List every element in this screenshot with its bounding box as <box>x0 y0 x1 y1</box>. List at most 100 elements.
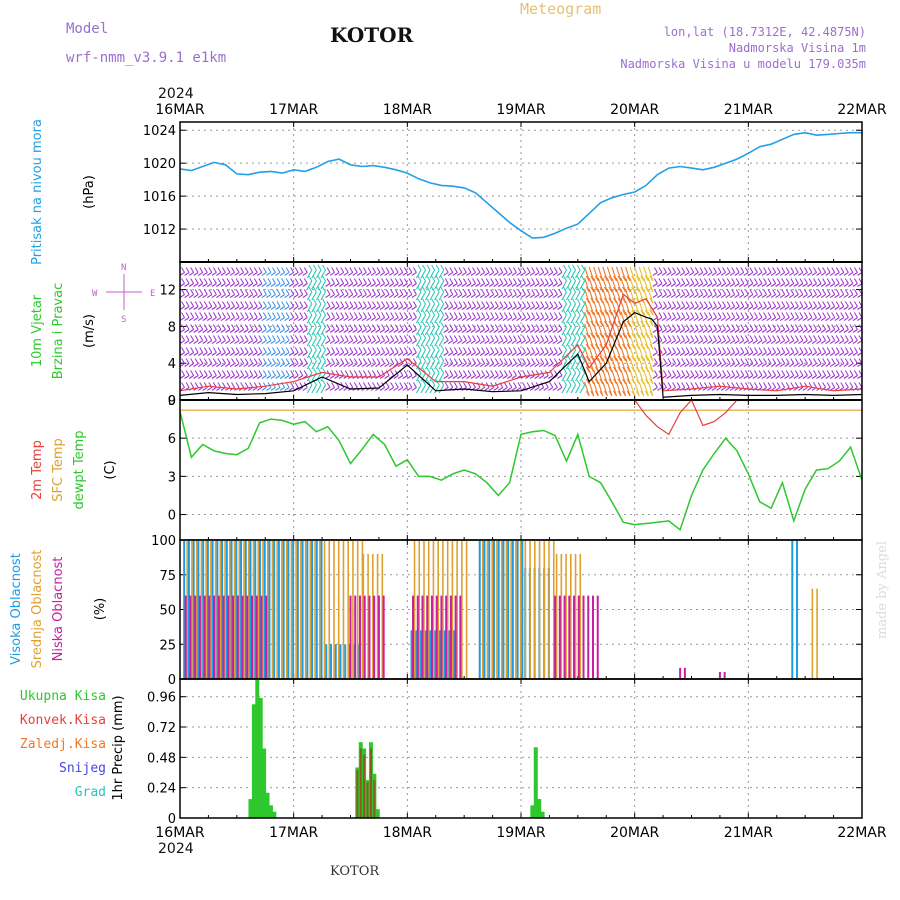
wind-barb <box>802 294 808 298</box>
wind-barb <box>311 349 317 359</box>
wind-barb <box>315 337 322 347</box>
wind-barb <box>407 387 413 391</box>
wind-barb-tick <box>590 297 595 304</box>
wind-barb <box>225 375 231 379</box>
wind-barb <box>452 272 458 276</box>
wind-barb <box>679 294 685 298</box>
wind-barb-tick <box>426 367 431 374</box>
wind-barb <box>507 283 513 287</box>
wind-barb-tick <box>185 267 190 273</box>
wind-barb-tick <box>431 298 436 305</box>
wind-barb <box>457 375 463 379</box>
wind-barb <box>525 294 531 298</box>
wind-barb-tick <box>231 370 235 376</box>
wind-barb-tick <box>785 278 790 284</box>
wind-barb-tick <box>203 347 208 353</box>
wind-barb <box>775 375 781 379</box>
wind-barb-tick <box>353 312 358 318</box>
wind-barb-tick <box>585 320 590 327</box>
wind-barb-tick <box>517 370 522 376</box>
wind-barb-tick <box>726 267 731 273</box>
wind-barb-tick <box>476 347 481 353</box>
wind-barb <box>838 272 845 276</box>
wind-barb <box>338 272 344 276</box>
wind-barb <box>484 272 490 276</box>
wind-barb <box>807 294 813 298</box>
wind-barb <box>579 372 586 382</box>
wind-barb <box>252 294 258 298</box>
wind-barb <box>738 272 745 276</box>
wind-barb-tick <box>626 320 631 327</box>
wind-barb-tick <box>576 298 581 305</box>
wind-barb <box>202 272 208 276</box>
wind-barb <box>275 363 281 367</box>
wind-barb <box>347 352 354 356</box>
wind-barb-tick <box>322 379 326 386</box>
wind-barb <box>584 334 590 350</box>
wind-barb <box>716 283 722 287</box>
wind-barb-tick <box>358 289 363 295</box>
wind-barb <box>502 283 508 287</box>
wind-barb <box>457 283 463 287</box>
wind-barb-tick <box>499 335 504 341</box>
wind-barb-tick <box>699 324 704 330</box>
wind-barb-tick <box>240 358 245 364</box>
wind-barb-tick <box>513 347 517 353</box>
wind-barb <box>547 352 554 356</box>
wind-barb-tick <box>385 347 390 353</box>
wind-barb <box>502 317 508 321</box>
wind-barb-tick <box>194 324 199 330</box>
wind-barb-tick <box>440 298 445 305</box>
wind-barb-tick <box>235 312 240 318</box>
wind-barb <box>588 300 595 316</box>
wind-barb <box>666 375 672 379</box>
wind-barb-tick <box>435 355 440 362</box>
wind-barb-tick <box>763 301 767 307</box>
wind-barb-tick <box>840 358 845 364</box>
wind-barb <box>447 306 454 310</box>
wind-barb <box>679 352 685 356</box>
wind-barb <box>488 375 495 379</box>
wind-barb <box>620 381 627 397</box>
wind-barb <box>775 272 781 276</box>
wind-barb-tick <box>690 347 695 353</box>
wind-barb-tick <box>776 289 781 295</box>
wind-barb <box>384 352 390 356</box>
y-tick-label: 1012 <box>143 223 176 238</box>
wind-barb-tick <box>653 324 658 330</box>
wind-barb <box>206 363 213 367</box>
wind-barb-tick <box>217 335 222 341</box>
wind-barb-tick <box>249 324 254 330</box>
wind-barb-tick <box>631 320 636 327</box>
wind-barb-tick <box>194 335 199 341</box>
wind-barb-tick <box>235 335 240 341</box>
wind-barb <box>611 266 618 282</box>
wind-barb <box>834 340 840 344</box>
wind-barb-tick <box>826 335 831 341</box>
wind-barb-tick <box>831 278 836 284</box>
wind-barb <box>615 346 622 362</box>
wind-barb-tick <box>553 324 558 330</box>
wind-barb-tick <box>658 278 663 284</box>
wind-barb-tick <box>444 267 449 273</box>
wind-barb-tick <box>458 289 463 295</box>
wind-barb <box>693 375 699 379</box>
wind-barb-tick <box>299 278 304 284</box>
wind-barb-tick <box>835 312 840 318</box>
wind-barb <box>538 375 545 379</box>
wind-barb <box>266 387 272 391</box>
wind-barb-tick <box>563 264 567 271</box>
wind-barb <box>565 384 572 394</box>
wind-barb <box>807 329 813 333</box>
wind-barb-tick <box>231 358 235 364</box>
wind-barb-tick <box>567 379 572 386</box>
y-tick-label: 1024 <box>143 124 176 139</box>
wind-barb <box>415 314 422 324</box>
wind-barb <box>452 306 458 310</box>
wind-barb-tick <box>694 358 699 364</box>
wind-barb-tick <box>181 324 185 330</box>
wind-barb <box>570 349 577 359</box>
wind-barb-tick <box>381 347 386 353</box>
wind-barb <box>634 357 640 373</box>
wind-barb-tick <box>358 312 363 318</box>
